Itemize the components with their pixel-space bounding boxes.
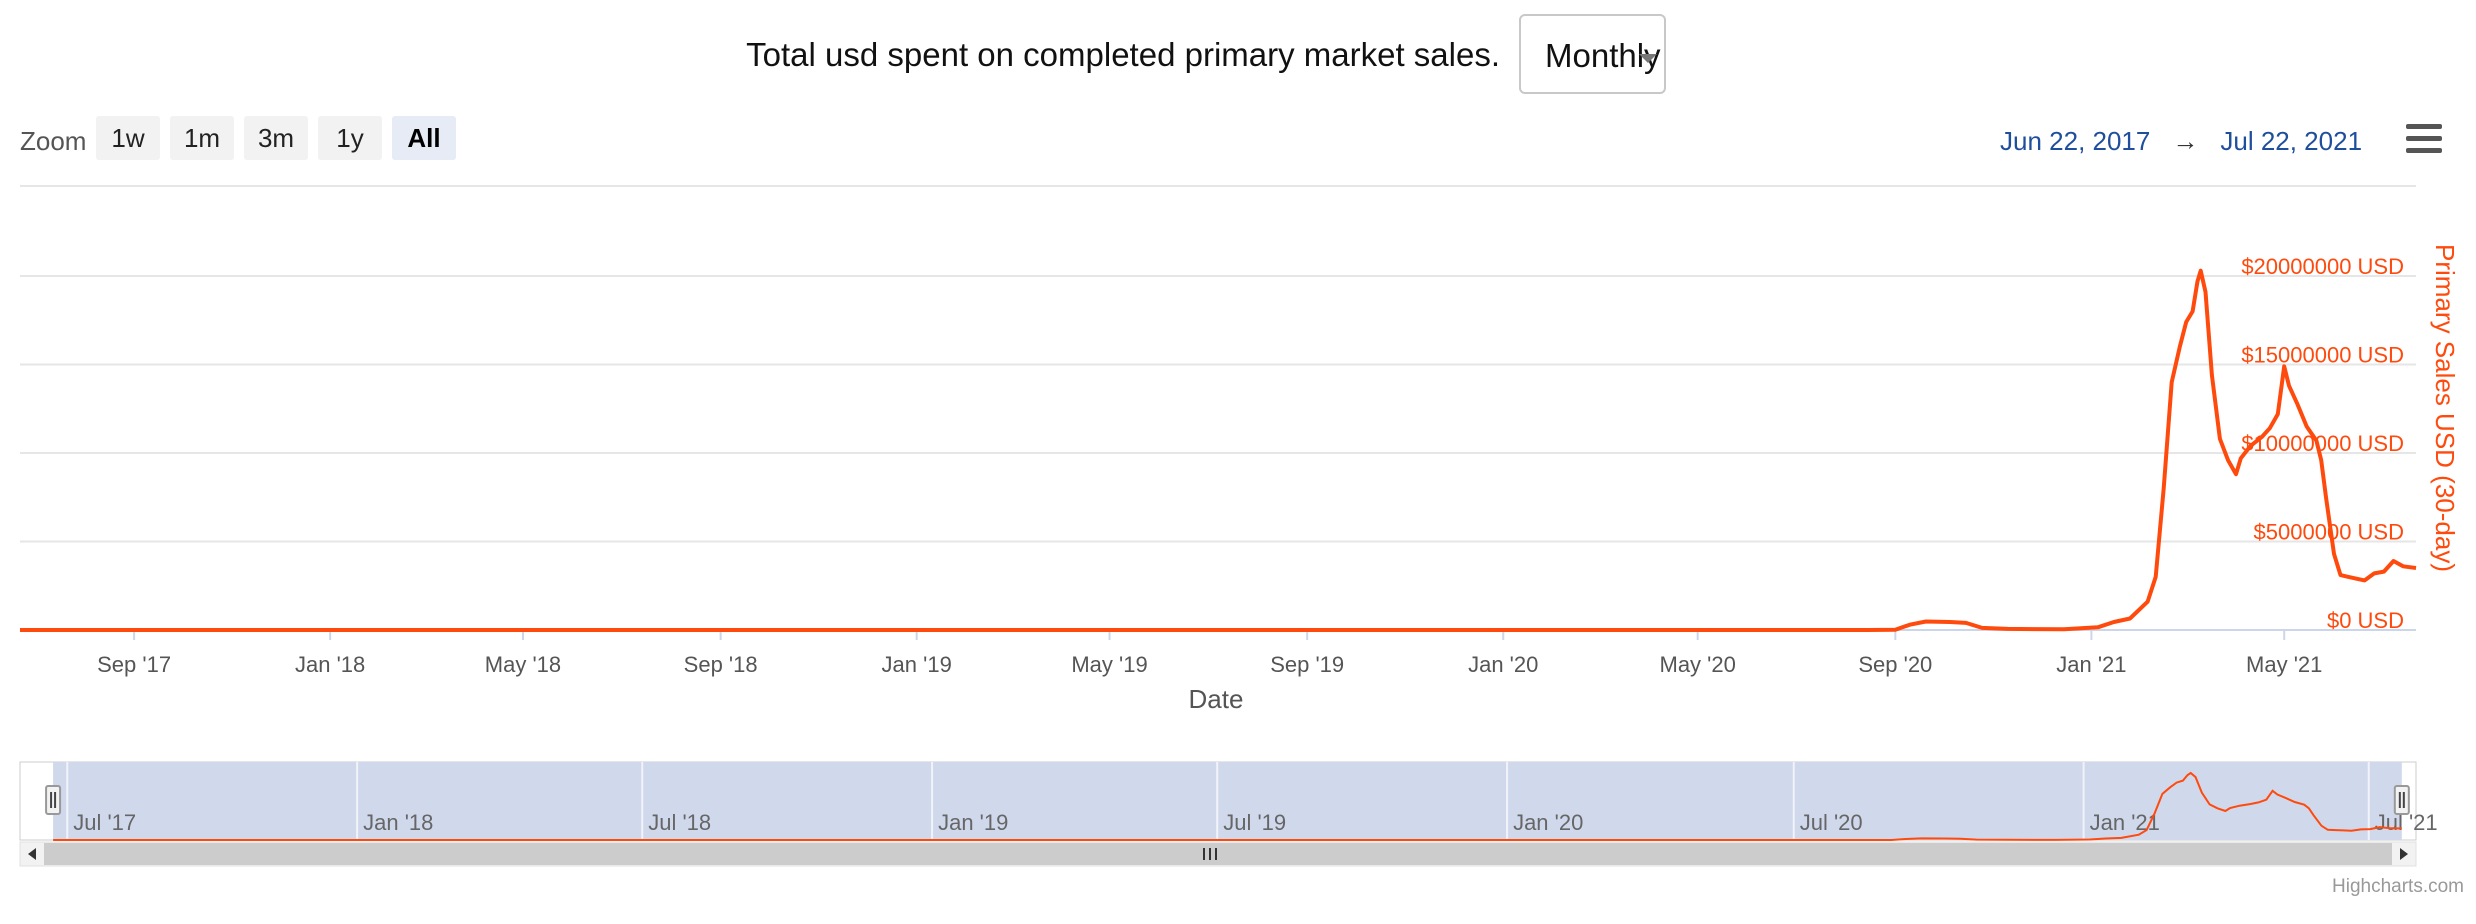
x-tick-label: Sep '18 bbox=[684, 652, 758, 677]
chart-title: Total usd spent on completed primary mar… bbox=[746, 36, 1500, 73]
range-selector: Zoom 1w 1m 3m 1y All Jun 22, 2017 → Jul 22… bbox=[0, 112, 2476, 168]
x-axis: Sep '17 Jan '18 May '18 Sep '18 Jan '19 May '… bbox=[97, 630, 2322, 677]
y-tick-label: $0 USD bbox=[2327, 608, 2404, 633]
period-select[interactable]: Monthly bbox=[1519, 14, 1666, 94]
navigator[interactable]: Jul '17 Jan '18 Jul '18 Jan '19 Jul '19 Jan '… bbox=[19, 761, 2438, 867]
zoom-label: Zoom bbox=[20, 126, 87, 156]
navigator-tick-label: Jan '21 bbox=[2090, 810, 2160, 835]
x-tick-label: May '19 bbox=[1071, 652, 1147, 677]
y-axis: $0 USD$5000000 USD$10000000 USD$15000000… bbox=[2241, 254, 2404, 633]
x-tick-label: Jan '20 bbox=[1468, 652, 1538, 677]
x-tick-label: May '18 bbox=[485, 652, 561, 677]
range-from-date[interactable]: Jun 22, 2017 bbox=[2000, 126, 2151, 156]
x-tick-label: Jan '19 bbox=[882, 652, 952, 677]
x-tick-label: Jan '18 bbox=[295, 652, 365, 677]
navigator-tick-label: Jan '20 bbox=[1513, 810, 1583, 835]
navigator-tick-label: Jul '20 bbox=[1800, 810, 1863, 835]
date-range-display: Jun 22, 2017 → Jul 22, 2021 bbox=[2000, 126, 2362, 157]
right-arrow-icon: → bbox=[2172, 126, 2199, 156]
x-tick-label: May '20 bbox=[1660, 652, 1736, 677]
x-tick-label: Jan '21 bbox=[2056, 652, 2126, 677]
navigator-tick-label: Jan '19 bbox=[938, 810, 1008, 835]
x-tick-label: Sep '19 bbox=[1270, 652, 1344, 677]
zoom-all-button[interactable]: All bbox=[392, 116, 456, 160]
navigator-selected-range bbox=[53, 762, 2402, 840]
range-to-date[interactable]: Jul 22, 2021 bbox=[2220, 126, 2363, 156]
gridlines bbox=[20, 275, 2416, 631]
x-axis-title: Date bbox=[1189, 684, 1244, 714]
x-tick-label: May '21 bbox=[2246, 652, 2322, 677]
navigator-left-handle[interactable] bbox=[45, 785, 62, 815]
x-tick-label: Sep '20 bbox=[1858, 652, 1932, 677]
navigator-tick-label: Jan '18 bbox=[363, 810, 433, 835]
zoom-1m-button[interactable]: 1m bbox=[170, 116, 234, 160]
y-tick-label: $10000000 USD bbox=[2241, 431, 2404, 456]
navigator-tick-label: Jul '18 bbox=[648, 810, 711, 835]
navigator-tick-label: Jul '19 bbox=[1223, 810, 1286, 835]
scrollbar-thumb[interactable] bbox=[44, 843, 2392, 865]
navigator-tick-label: Jul '17 bbox=[73, 810, 136, 835]
series-layer bbox=[20, 268, 2417, 632]
navigator-series-line bbox=[53, 771, 2402, 841]
zoom-3m-button[interactable]: 3m bbox=[244, 116, 308, 160]
zoom-1y-button[interactable]: 1y bbox=[318, 116, 382, 160]
series-line bbox=[20, 268, 2417, 632]
zoom-1w-button[interactable]: 1w bbox=[96, 116, 160, 160]
scroll-left-icon[interactable] bbox=[28, 848, 36, 860]
chart-header: Total usd spent on completed primary mar… bbox=[0, 14, 2476, 98]
x-tick-label: Sep '17 bbox=[97, 652, 171, 677]
navigator-right-handle[interactable] bbox=[2393, 785, 2410, 815]
scroll-right-icon[interactable] bbox=[2400, 848, 2408, 860]
y-axis-title: Primary Sales USD (30-day) bbox=[2430, 244, 2460, 572]
y-tick-label: $20000000 USD bbox=[2241, 254, 2404, 279]
hamburger-menu-icon[interactable] bbox=[2406, 124, 2442, 154]
y-tick-label: $15000000 USD bbox=[2241, 343, 2404, 368]
highcharts-credit[interactable]: Highcharts.com bbox=[2332, 876, 2464, 897]
caret-down-icon bbox=[1639, 54, 1657, 63]
